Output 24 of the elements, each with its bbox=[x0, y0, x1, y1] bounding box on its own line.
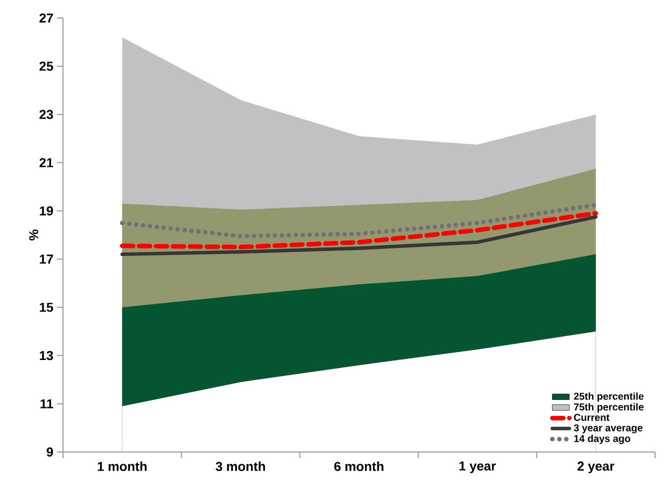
line-series bbox=[120, 215, 598, 256]
y-axis-title: % bbox=[29, 230, 38, 240]
y-tick-label: 27 bbox=[40, 13, 53, 23]
x-tick-label: 1 month bbox=[98, 462, 147, 472]
y-tick-label: 9 bbox=[46, 447, 53, 457]
y-tick-label: 17 bbox=[40, 254, 53, 264]
x-tick-label: 1 year bbox=[459, 462, 496, 474]
y-tick-label: 13 bbox=[40, 350, 54, 360]
y-tick-label: 15 bbox=[40, 302, 54, 312]
line-series bbox=[120, 202, 598, 238]
y-tick-label: 21 bbox=[40, 158, 54, 168]
y-tick-label: 11 bbox=[40, 399, 54, 408]
line-series bbox=[120, 211, 598, 250]
y-tick-label: 19 bbox=[40, 206, 53, 216]
legend-label: 75th percentile bbox=[574, 403, 644, 412]
y-tick-label: 23 bbox=[40, 110, 54, 120]
legend-label: Current bbox=[574, 414, 610, 421]
legend-label: 25th percentile bbox=[574, 392, 644, 402]
x-tick-label: 3 month bbox=[216, 462, 265, 472]
x-tick-label: 2 year bbox=[578, 462, 614, 474]
legend-label: 3 year average bbox=[574, 424, 642, 434]
legend-label: 14 days ago bbox=[574, 434, 630, 444]
y-tick-label: 25 bbox=[40, 62, 54, 71]
x-tick-label: 6 month bbox=[334, 462, 384, 472]
